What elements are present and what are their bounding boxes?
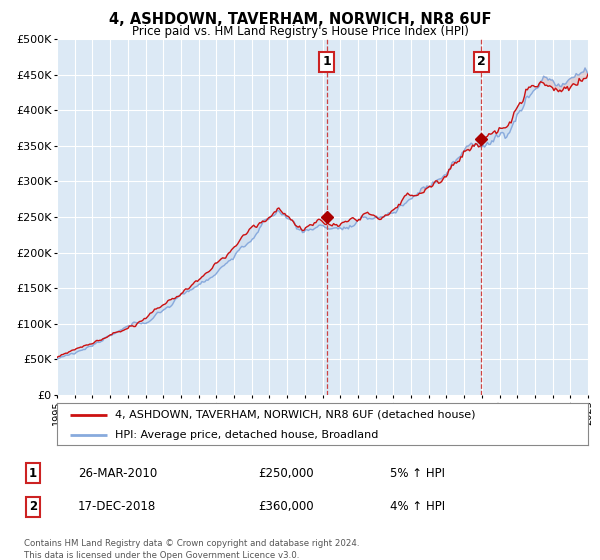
Text: £360,000: £360,000 [258, 500, 314, 514]
Text: 4% ↑ HPI: 4% ↑ HPI [390, 500, 445, 514]
Text: 26-MAR-2010: 26-MAR-2010 [78, 466, 157, 480]
Text: 1: 1 [322, 55, 331, 68]
Text: Price paid vs. HM Land Registry's House Price Index (HPI): Price paid vs. HM Land Registry's House … [131, 25, 469, 38]
Text: 2: 2 [29, 500, 37, 514]
Text: £250,000: £250,000 [258, 466, 314, 480]
Text: 2: 2 [477, 55, 485, 68]
Text: 4, ASHDOWN, TAVERHAM, NORWICH, NR8 6UF: 4, ASHDOWN, TAVERHAM, NORWICH, NR8 6UF [109, 12, 491, 27]
Text: Contains HM Land Registry data © Crown copyright and database right 2024.
This d: Contains HM Land Registry data © Crown c… [24, 539, 359, 559]
Text: HPI: Average price, detached house, Broadland: HPI: Average price, detached house, Broa… [115, 430, 379, 440]
Text: 5% ↑ HPI: 5% ↑ HPI [390, 466, 445, 480]
Text: 4, ASHDOWN, TAVERHAM, NORWICH, NR8 6UF (detached house): 4, ASHDOWN, TAVERHAM, NORWICH, NR8 6UF (… [115, 409, 476, 419]
Text: 17-DEC-2018: 17-DEC-2018 [78, 500, 156, 514]
Text: 1: 1 [29, 466, 37, 480]
